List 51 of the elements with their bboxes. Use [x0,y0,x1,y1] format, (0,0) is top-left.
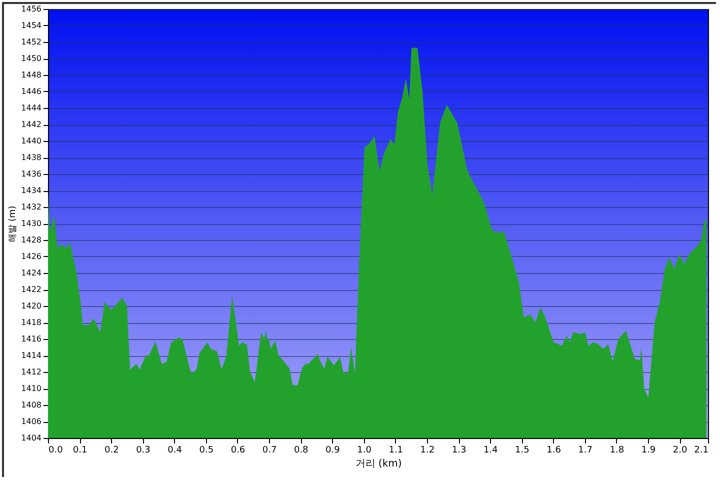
x-tick-label: 2.1 [694,446,708,456]
y-tick-label: 1424 [21,268,42,278]
x-axis-title: 거리 (km) [355,458,402,470]
x-tick-label: 0.3 [136,446,150,456]
y-tick-label: 1444 [21,104,42,112]
x-tick-label: 0.6 [230,446,246,456]
y-tick-label: 1418 [21,318,42,327]
x-tick-label: 2.0 [672,446,688,456]
x-tick-label: 1.9 [641,446,656,456]
y-tick-label: 1452 [21,38,42,46]
y-tick-label: 1436 [21,170,42,178]
y-tick-label: 1438 [21,153,42,162]
y-tick-label: 1432 [21,202,42,212]
y-tick-label: 1422 [21,285,42,294]
y-tick-label: 1430 [21,219,42,228]
y-tick-label: 1416 [21,334,42,344]
y-tick-label: 1456 [21,4,42,14]
y-tick-label: 1434 [21,186,42,195]
y-tick-label: 1446 [21,87,42,96]
y-tick-label: 1410 [21,384,42,393]
x-tick-label: 0.0 [48,446,64,456]
x-tick-label: 0.2 [104,446,119,456]
x-tick-label: 1.6 [546,446,562,456]
x-tick-label: 0.8 [294,446,309,456]
y-tick-label: 1440 [21,136,42,146]
x-tick-label: 1.0 [357,446,372,456]
y-tick-label: 1426 [21,252,42,261]
x-tick-label: 0.5 [199,446,214,456]
y-tick-label: 1450 [21,54,42,63]
y-axis-title: 해발 (m) [8,206,18,242]
x-tick-label: 1.4 [483,446,498,456]
y-tick-label: 1428 [21,236,42,244]
x-tick-label: 1.7 [578,446,593,456]
x-tick-label: 0.4 [168,446,182,456]
x-tick-label: 1.5 [515,446,530,456]
x-tick-label: 0.1 [72,446,88,456]
y-tick-label: 1420 [21,302,42,310]
y-tick-label: 1454 [21,21,42,30]
x-tick-label: 1.2 [420,446,435,456]
y-tick-label: 1442 [21,120,42,129]
x-tick-label: 0.7 [262,446,277,456]
y-tick-label: 1408 [21,400,42,410]
x-tick-label: 1.1 [388,446,404,456]
y-tick-label: 1412 [21,368,42,376]
y-tick-label: 1414 [21,351,42,360]
x-tick-label: 1.3 [452,446,466,456]
y-tick-label: 1448 [21,70,42,80]
x-tick-label: 1.8 [610,446,624,456]
x-tick-label: 0.9 [326,446,340,456]
y-tick-label: 1404 [21,434,42,442]
y-tick-label: 1406 [21,417,42,426]
